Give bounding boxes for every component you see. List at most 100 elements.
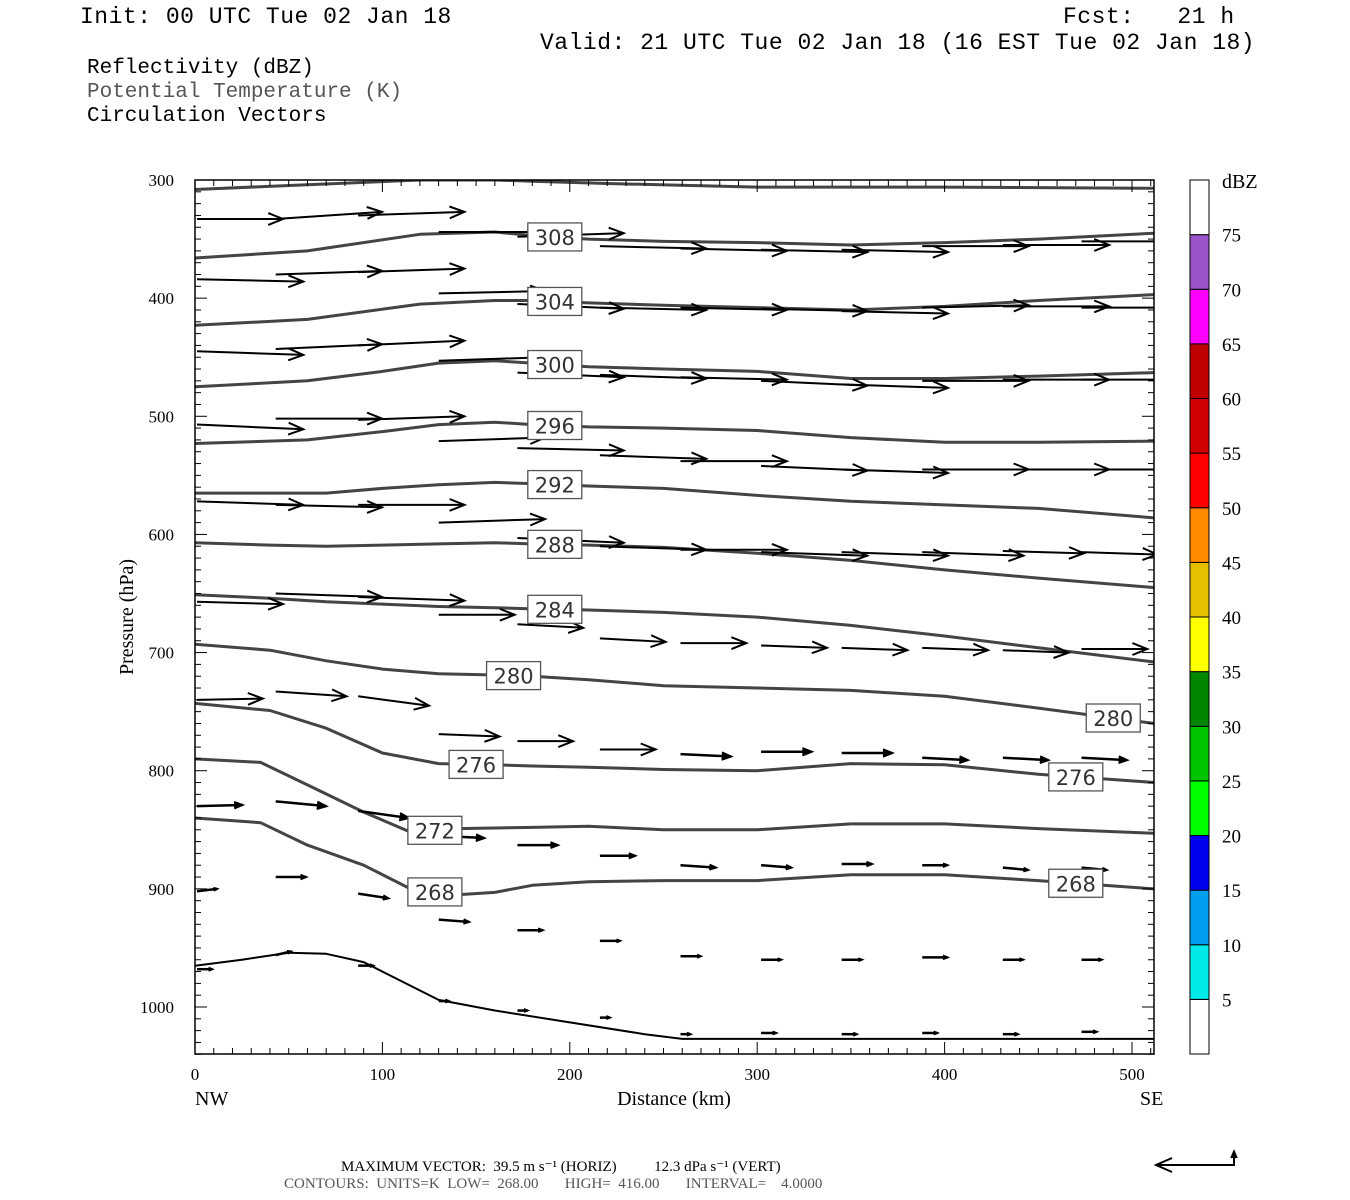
theta-contour-308 [195, 230, 1154, 260]
x-left-end-label: NW [195, 1088, 228, 1110]
vector-arrow [517, 734, 576, 749]
vector-arrow [517, 443, 627, 458]
colorbar-swatch [1189, 507, 1210, 563]
vector-arrow [196, 274, 306, 289]
vector-arrow [1002, 299, 1112, 314]
contour-label-text: 280 [494, 665, 534, 689]
vector-arrow [438, 998, 452, 1004]
theta-contour-272 [195, 757, 1154, 835]
vector-arrow [841, 860, 875, 868]
contour-label-296: 296 [527, 410, 583, 441]
vector-arrow [1081, 755, 1130, 764]
contour-labels: 268 268 272 276 276 280 280 284 288 292 296 300 304 3… [407, 222, 1141, 907]
y-tick-label: 1000 [140, 998, 174, 1017]
contour-info: CONTOURS: UNITS=K LOW= 268.00 HIGH= 416.… [284, 1176, 823, 1192]
vector-arrow [761, 244, 870, 259]
plot-frame [194, 179, 1155, 1055]
contour-label-276: 276 [1048, 762, 1104, 792]
colorbar-swatch [1189, 889, 1210, 946]
vector-arrow [1081, 378, 1154, 381]
vector-arrow [358, 409, 468, 424]
vector-arrow [1081, 468, 1154, 471]
vector-arrow [761, 548, 870, 563]
colorbar-swatch [1189, 780, 1210, 836]
vector-arrow [196, 800, 246, 810]
vector-arrow [922, 954, 951, 961]
theta-contour-280 [195, 642, 1154, 725]
vector-arrow [680, 372, 790, 387]
colorbar-level-label: 70 [1222, 280, 1241, 301]
vector-arrow [841, 642, 911, 657]
vector-arrow [358, 205, 468, 220]
terrain-line [195, 951, 1154, 1040]
vector-arrow [358, 593, 468, 607]
vector-arrow [841, 1031, 860, 1037]
colorbar-swatch [1189, 616, 1210, 673]
contour-label-text: 268 [415, 881, 455, 905]
y-tick-label: 300 [149, 171, 175, 190]
colorbar-swatch [1189, 998, 1210, 1055]
vector-arrow [196, 596, 286, 611]
vector-arrow [438, 728, 503, 743]
init-time: Init: 00 UTC Tue 02 Jan 18 [80, 4, 452, 30]
contour-label-text: 300 [535, 354, 575, 378]
vector-arrow [358, 695, 432, 711]
y-tick-label: 600 [149, 525, 175, 544]
x-right-end-label: SE [1140, 1088, 1163, 1110]
theta-contour-284 [195, 593, 1154, 664]
colorbar-level-label: 65 [1222, 335, 1241, 356]
contour-label-text: 276 [456, 753, 496, 777]
vector-arrow [599, 1015, 613, 1021]
contour-label-text: 272 [415, 819, 455, 843]
vector-arrow [680, 542, 790, 557]
vector-arrow [1081, 306, 1154, 309]
theta-contour-292 [195, 480, 1154, 520]
contour-label-text: 280 [1093, 707, 1133, 731]
vector-arrow [1002, 1031, 1021, 1037]
vector-arrow [841, 548, 951, 563]
vector-arrow [599, 938, 623, 944]
theta-contour-300 [195, 359, 1154, 389]
colorbar-swatch [1189, 452, 1210, 509]
vector-arrow [599, 852, 638, 860]
vector-arrow [438, 918, 472, 925]
vector-arrow [275, 800, 329, 810]
y-tick-label: 500 [149, 407, 175, 426]
vector-arrow [196, 347, 306, 362]
contour-label-284: 284 [527, 594, 583, 624]
vector-arrow [357, 892, 392, 901]
contour-label-text: 304 [535, 290, 575, 314]
max-vector-info: MAXIMUM VECTOR: 39.5 m s⁻¹ (HORIZ) 12.3 … [341, 1159, 781, 1175]
colorbar-swatch [1189, 944, 1210, 1000]
vector-arrow [1081, 642, 1150, 656]
contour-label-288: 288 [527, 529, 583, 560]
y-tick-label: 800 [149, 762, 175, 781]
vector-arrow [196, 886, 220, 893]
colorbar-swatch [1189, 671, 1210, 727]
vector-arrow [1081, 240, 1154, 243]
vector-arrow [680, 863, 719, 871]
colorbar-swatch [1189, 561, 1210, 618]
colorbar-swatch [1189, 343, 1210, 399]
contour-label-268: 268 [407, 877, 463, 907]
contour-label-308: 308 [527, 222, 583, 252]
contour-label-268: 268 [1048, 868, 1104, 898]
x-tick-label: 500 [1119, 1065, 1145, 1084]
vector-arrow [517, 841, 561, 850]
contour-label-text: 308 [535, 226, 575, 250]
vector-arrow [358, 963, 377, 969]
vector-arrow [358, 498, 468, 512]
vector-arrow [841, 244, 951, 259]
colorbar-swatch [1189, 179, 1210, 236]
vector-arrow [922, 239, 1032, 254]
contour-label-text: 276 [1056, 766, 1096, 790]
colorbar-swatch [1189, 725, 1210, 782]
legend-circulation-vectors: Circulation Vectors [87, 105, 327, 128]
vector-arrow [1002, 957, 1026, 963]
y-tick-label: 700 [149, 644, 175, 663]
contour-label-276: 276 [448, 749, 504, 780]
vector-arrow [517, 927, 546, 934]
vector-arrow [358, 334, 468, 349]
vector-arrow [1081, 547, 1154, 561]
